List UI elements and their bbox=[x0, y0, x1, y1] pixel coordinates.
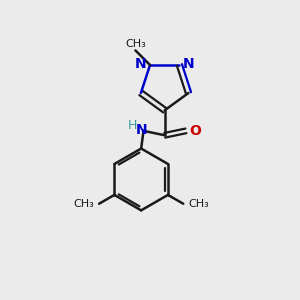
Text: H: H bbox=[128, 119, 137, 132]
Text: N: N bbox=[183, 57, 195, 71]
Text: N: N bbox=[135, 57, 146, 71]
Text: CH₃: CH₃ bbox=[74, 200, 94, 209]
Text: N: N bbox=[135, 123, 147, 137]
Text: O: O bbox=[190, 124, 201, 138]
Text: CH₃: CH₃ bbox=[125, 39, 146, 49]
Text: CH₃: CH₃ bbox=[188, 200, 209, 209]
